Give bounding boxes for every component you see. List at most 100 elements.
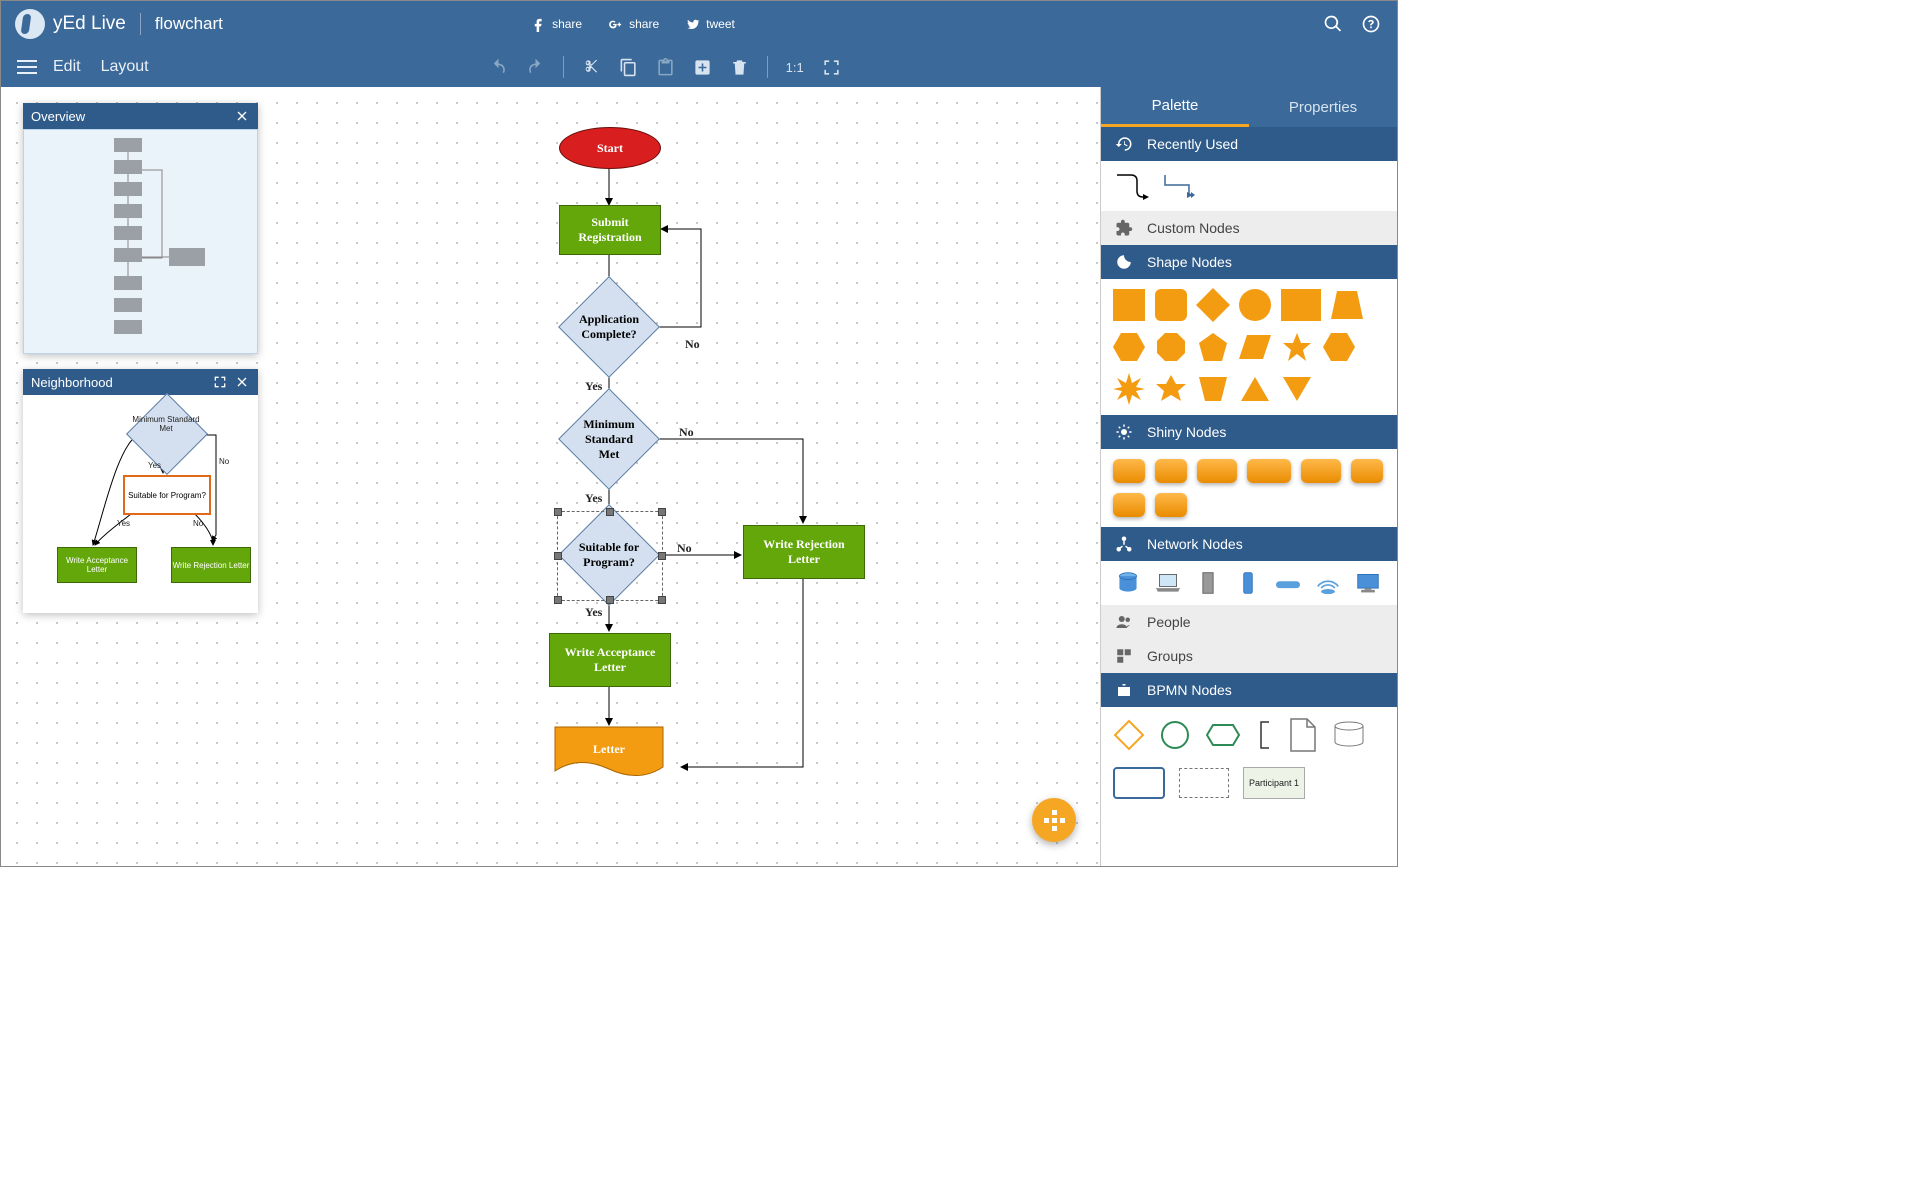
share-gplus[interactable]: share — [608, 17, 659, 32]
duplicate-icon[interactable] — [693, 58, 712, 77]
section-shape[interactable]: Shape Nodes — [1101, 245, 1397, 279]
shiny-content — [1101, 449, 1397, 527]
recent-edge-2[interactable] — [1161, 171, 1199, 201]
net-database[interactable] — [1113, 571, 1143, 595]
menu-edit[interactable]: Edit — [53, 58, 81, 76]
shape-hexagon[interactable] — [1113, 331, 1145, 363]
shiny-2[interactable] — [1155, 459, 1187, 483]
section-people[interactable]: People — [1101, 605, 1397, 639]
bpmn-circle[interactable] — [1159, 719, 1191, 751]
app-logo — [15, 9, 45, 39]
fab-button[interactable] — [1032, 798, 1076, 842]
net-monitor[interactable] — [1353, 571, 1383, 595]
node-letter-label: Letter — [593, 742, 626, 756]
people-icon — [1115, 613, 1133, 631]
node-start[interactable]: Start — [559, 127, 661, 169]
sidebar-tabs: Palette Properties — [1101, 87, 1397, 127]
shape-circle[interactable] — [1239, 289, 1271, 321]
shape-square[interactable] — [1113, 289, 1145, 321]
shape-triangle-down[interactable] — [1281, 373, 1313, 405]
shape-parallelogram[interactable] — [1239, 331, 1271, 363]
bpmn-cylinder[interactable] — [1331, 720, 1367, 750]
section-groups[interactable]: Groups — [1101, 639, 1397, 673]
bpmn-hexagon[interactable] — [1205, 721, 1241, 749]
recent-edge-1[interactable] — [1113, 171, 1151, 201]
delete-icon[interactable] — [730, 58, 749, 77]
shape-pentagon[interactable] — [1197, 331, 1229, 363]
shape-octagon[interactable] — [1155, 331, 1187, 363]
bpmn-subprocess[interactable] — [1179, 768, 1229, 798]
canvas[interactable]: Overview Ne — [1, 87, 1100, 866]
shape-diamond[interactable] — [1196, 288, 1230, 322]
shiny-6[interactable] — [1351, 459, 1383, 483]
section-recent[interactable]: Recently Used — [1101, 127, 1397, 161]
section-shiny[interactable]: Shiny Nodes — [1101, 415, 1397, 449]
shape-star6[interactable] — [1155, 373, 1187, 405]
menu-hamburger[interactable] — [17, 60, 37, 74]
section-custom[interactable]: Custom Nodes — [1101, 211, 1397, 245]
bpmn-diamond[interactable] — [1113, 719, 1145, 751]
shape-star5[interactable] — [1281, 331, 1313, 363]
sidebar-scroll[interactable]: Recently Used Custom Nodes Shape Nodes — [1101, 127, 1397, 866]
edge-yes2: Yes — [585, 491, 602, 506]
app-name: yEd Live — [53, 13, 141, 35]
shape-triangle[interactable] — [1239, 373, 1271, 405]
network-icon — [1115, 535, 1133, 553]
node-minstd[interactable]: Minimum Standard Met — [573, 403, 645, 475]
bpmn-participant[interactable]: Participant 1 — [1243, 767, 1305, 799]
shape-trapezoid2[interactable] — [1197, 373, 1229, 405]
undo-icon[interactable] — [489, 58, 508, 77]
shiny-4[interactable] — [1247, 459, 1291, 483]
net-phone[interactable] — [1233, 571, 1263, 595]
menubar: Edit Layout 1:1 — [1, 47, 1397, 87]
shape-round-rect[interactable] — [1155, 289, 1187, 321]
section-recent-title: Recently Used — [1147, 136, 1238, 152]
tab-properties[interactable]: Properties — [1249, 87, 1397, 127]
copy-icon[interactable] — [619, 58, 638, 77]
shiny-1[interactable] — [1113, 459, 1145, 483]
briefcase-icon — [1115, 681, 1133, 699]
main: Overview Ne — [1, 87, 1397, 866]
section-network[interactable]: Network Nodes — [1101, 527, 1397, 561]
shape-trapezoid[interactable] — [1331, 289, 1363, 321]
cut-icon[interactable] — [582, 58, 601, 77]
search-icon[interactable] — [1323, 14, 1343, 34]
net-server[interactable] — [1193, 571, 1223, 595]
menu-layout[interactable]: Layout — [101, 58, 149, 76]
shape-rect-wide[interactable] — [1281, 289, 1321, 321]
document-title[interactable]: flowchart — [155, 14, 223, 34]
fullscreen-icon[interactable] — [822, 58, 841, 77]
sparkle-icon — [1115, 423, 1133, 441]
redo-icon[interactable] — [526, 58, 545, 77]
shiny-7[interactable] — [1113, 493, 1145, 517]
net-router[interactable] — [1273, 571, 1303, 595]
selection-outline — [557, 511, 663, 601]
help-icon[interactable] — [1361, 14, 1381, 34]
shiny-5[interactable] — [1301, 459, 1341, 483]
node-submit[interactable]: Submit Registration — [559, 205, 661, 255]
paste-icon[interactable] — [656, 58, 675, 77]
share-group: share share tweet — [531, 17, 735, 32]
tab-palette[interactable]: Palette — [1101, 87, 1249, 127]
bpmn-bracket[interactable] — [1255, 720, 1273, 750]
bpmn-page[interactable] — [1287, 717, 1317, 753]
shiny-3[interactable] — [1197, 459, 1237, 483]
share-facebook[interactable]: share — [531, 17, 582, 32]
section-custom-title: Custom Nodes — [1147, 220, 1240, 236]
shiny-8[interactable] — [1155, 493, 1187, 517]
section-bpmn-title: BPMN Nodes — [1147, 682, 1232, 698]
zoom-reset[interactable]: 1:1 — [786, 60, 804, 75]
node-accept[interactable]: Write Acceptance Letter — [549, 633, 671, 687]
node-reject[interactable]: Write Rejection Letter — [743, 525, 865, 579]
bpmn-task[interactable] — [1113, 767, 1165, 799]
flowchart[interactable]: Start Submit Registration Application Co… — [1, 87, 1100, 866]
node-letter[interactable]: Letter — [549, 725, 669, 785]
node-complete[interactable]: Application Complete? — [573, 291, 645, 363]
shape-star8[interactable] — [1113, 373, 1145, 405]
share-twitter[interactable]: tweet — [685, 17, 735, 32]
twitter-icon — [685, 17, 700, 32]
section-bpmn[interactable]: BPMN Nodes — [1101, 673, 1397, 707]
net-wifi[interactable] — [1313, 571, 1343, 595]
shape-hexagon2[interactable] — [1323, 331, 1355, 363]
net-laptop[interactable] — [1153, 571, 1183, 595]
